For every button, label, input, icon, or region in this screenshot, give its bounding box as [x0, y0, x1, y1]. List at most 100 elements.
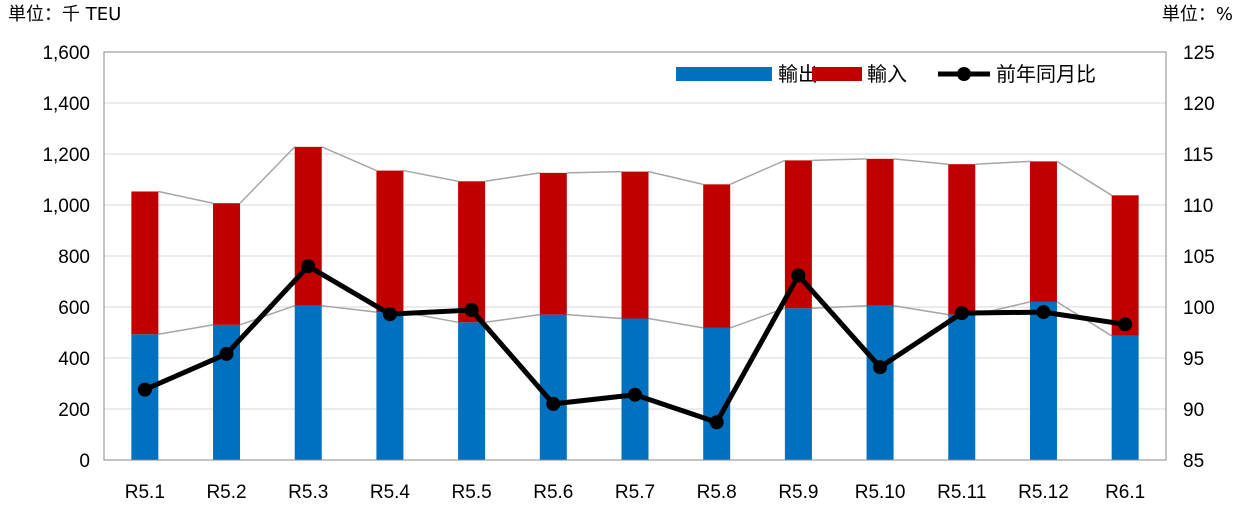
bar-export	[1111, 335, 1139, 460]
x-tick-label: R5.2	[206, 482, 246, 503]
right-tick-label: 90	[1183, 400, 1204, 421]
yoy-point	[1036, 305, 1051, 320]
export-series-line	[485, 313, 540, 324]
right-tick-label: 110	[1183, 196, 1213, 217]
bar-import	[294, 146, 322, 306]
x-tick-label: R5.11	[937, 482, 986, 503]
export-series-line	[648, 317, 704, 329]
right-tick-label: 120	[1183, 94, 1215, 115]
bar-import	[376, 170, 404, 313]
bar-export	[784, 308, 812, 460]
left-tick-label: 600	[58, 298, 90, 319]
bars	[131, 146, 1139, 460]
bar-export	[539, 314, 567, 460]
x-tick-label: R5.4	[370, 482, 411, 503]
legend-swatch-export	[676, 67, 772, 81]
yoy-point	[709, 415, 724, 430]
plot-frame	[103, 51, 1167, 461]
left-tick-label: 1,000	[42, 196, 90, 217]
yoy-point	[301, 259, 316, 274]
bar-import	[703, 184, 731, 328]
total-series-line	[1056, 160, 1113, 196]
total-series-line	[158, 190, 214, 204]
bar-export	[458, 322, 486, 460]
bar-export	[866, 305, 894, 460]
legend-label-yoy: 前年同月比	[996, 62, 1096, 86]
total-series-line	[811, 158, 867, 162]
x-tick-label: R5.3	[288, 482, 328, 503]
bar-import	[458, 181, 486, 323]
total-series-line	[893, 158, 949, 165]
left-tick-label: 400	[58, 349, 90, 370]
right-tick-label: 105	[1183, 247, 1215, 268]
right-tick-label: 100	[1183, 298, 1215, 319]
total-series-line	[648, 170, 704, 186]
x-tick-label: R5.7	[615, 482, 655, 503]
total-series-line	[321, 146, 377, 172]
yoy-point	[791, 268, 806, 283]
bar-import	[539, 172, 567, 315]
yoy-point	[219, 346, 234, 361]
axes: 0 200 400 600 800 1,000 1,200 1,400 1,600 85 90 95 1…	[42, 43, 1214, 503]
legend: 輸出 輸入 前年同月比	[676, 62, 1096, 86]
x-tick-label: R5.8	[697, 482, 737, 503]
export-series-line	[239, 305, 295, 326]
legend-label-import: 輸入	[867, 62, 907, 86]
bar-import	[1029, 161, 1057, 302]
x-tick-label: R5.6	[533, 482, 573, 503]
legend-swatch-import	[812, 67, 862, 81]
x-tick-label: R5.1	[125, 482, 165, 503]
bar-export	[948, 314, 976, 460]
x-tick-label: R5.5	[452, 482, 492, 503]
total-series-line	[975, 160, 1030, 165]
bar-import	[866, 158, 894, 306]
yoy-point	[137, 382, 152, 397]
export-series-line	[158, 324, 214, 336]
total-series-line	[729, 159, 786, 186]
export-series-line	[893, 304, 949, 316]
left-unit-label: 単位：千 TEU	[8, 4, 121, 25]
bar-import	[213, 203, 241, 325]
x-tick-label: R5.12	[1018, 482, 1069, 503]
bar-export	[294, 305, 322, 460]
export-series-line	[811, 304, 867, 310]
bar-import	[1111, 195, 1139, 336]
left-tick-label: 1,600	[42, 43, 90, 64]
yoy-point	[628, 387, 642, 402]
total-series-line	[485, 172, 540, 183]
total-series-line	[239, 146, 296, 204]
left-tick-label: 800	[58, 247, 90, 268]
total-series-line	[403, 169, 459, 183]
right-unit-label: 単位：%	[1162, 4, 1233, 25]
bar-import	[948, 164, 976, 315]
right-tick-label: 95	[1183, 349, 1204, 370]
bar-export	[131, 334, 159, 460]
legend-label-export: 輸出	[778, 62, 818, 86]
left-tick-label: 1,400	[42, 94, 90, 115]
x-tick-label: R5.10	[855, 482, 906, 503]
right-tick-label: 85	[1183, 451, 1204, 472]
yoy-point	[464, 303, 479, 318]
yoy-point	[382, 307, 397, 322]
right-tick-label: 125	[1183, 43, 1215, 64]
x-tick-label: R5.9	[778, 482, 818, 503]
bar-export	[703, 327, 731, 460]
bar-import	[621, 171, 649, 319]
yoy-point	[1118, 317, 1133, 332]
x-tick-label: R6.1	[1105, 482, 1145, 503]
bar-export	[1029, 301, 1057, 460]
export-series-line	[566, 313, 622, 320]
export-series-line	[321, 304, 377, 313]
left-tick-label: 0	[79, 451, 90, 472]
bar-export	[376, 312, 404, 460]
bar-import	[131, 191, 159, 335]
left-tick-label: 200	[58, 400, 90, 421]
yoy-point	[546, 396, 561, 411]
yoy-point	[954, 306, 969, 321]
left-tick-label: 1,200	[42, 145, 90, 166]
right-tick-label: 115	[1183, 145, 1213, 166]
total-series-line	[566, 170, 622, 174]
yoy-point	[873, 360, 888, 375]
yoy-line	[137, 259, 1133, 430]
